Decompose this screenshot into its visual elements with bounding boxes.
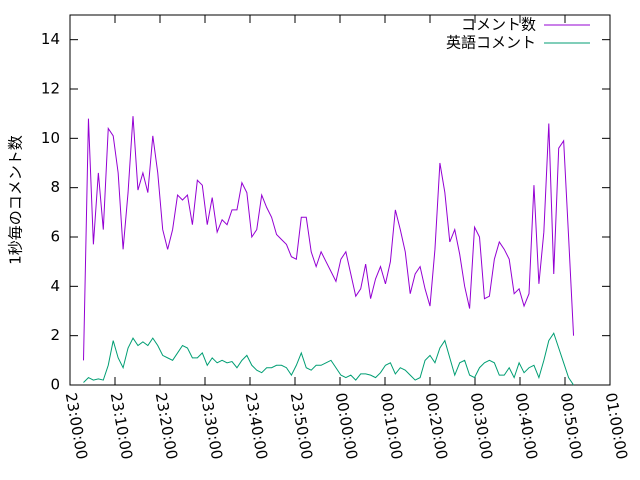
legend-label: 英語コメント (446, 34, 536, 52)
y-tick-label: 4 (50, 277, 60, 295)
data-line (83, 332, 574, 386)
y-tick-label: 0 (50, 376, 60, 394)
y-tick-label: 14 (41, 30, 60, 48)
y-tick-label: 6 (50, 228, 60, 246)
data-line (83, 116, 575, 361)
y-axis-label: 1秒毎のコメント数 (7, 135, 25, 265)
y-tick-label: 2 (50, 326, 60, 344)
y-tick-label: 12 (41, 80, 60, 98)
plot-frame (69, 14, 611, 386)
y-tick-label: 10 (41, 129, 60, 147)
y-tick-label: 8 (50, 178, 60, 196)
legend-label: コメント数 (461, 16, 536, 34)
